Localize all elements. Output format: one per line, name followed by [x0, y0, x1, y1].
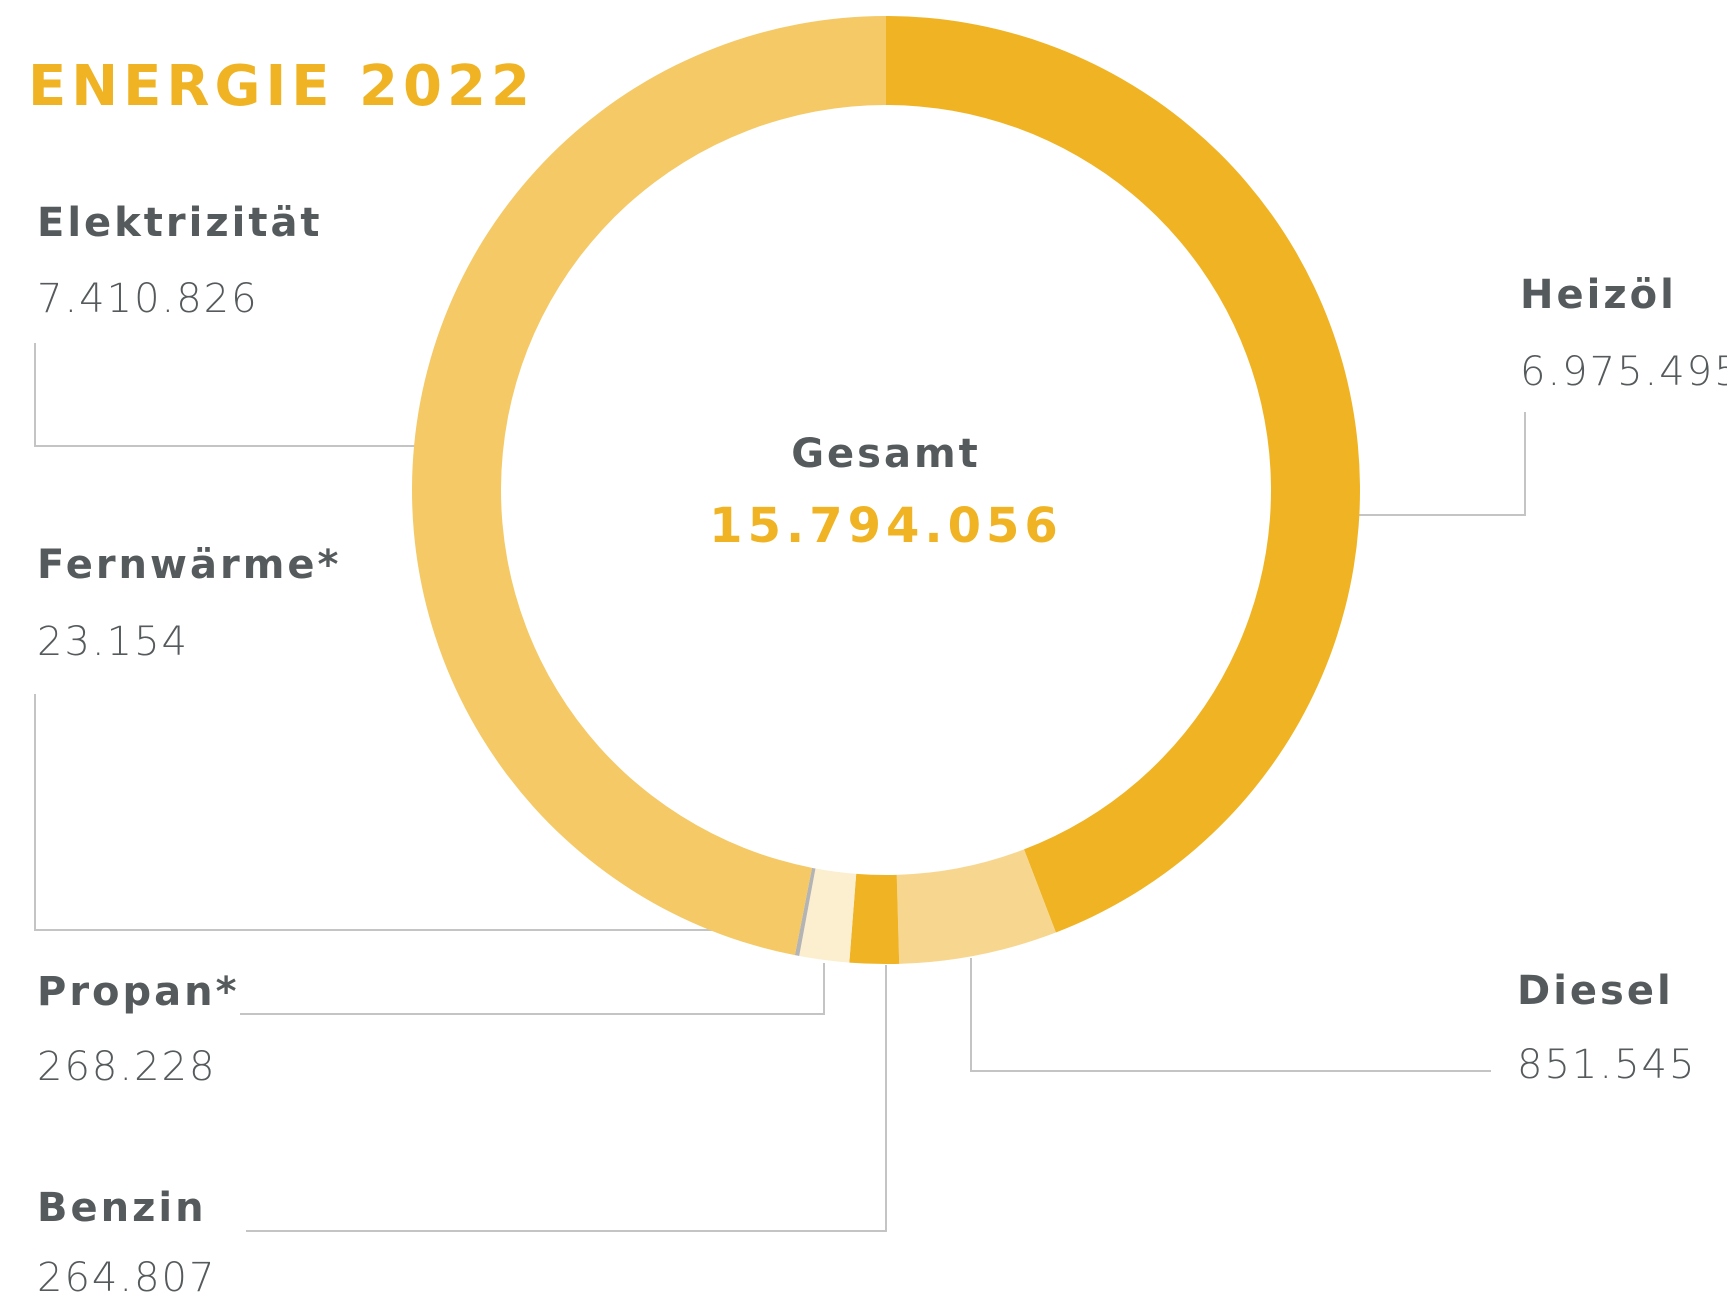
center-label: Gesamt [791, 431, 981, 477]
donut [412, 16, 1360, 965]
leader-line [246, 965, 887, 1232]
chart-title: ENERGIE 2022 [28, 54, 535, 119]
leader-line [34, 343, 415, 447]
leader-line [34, 694, 803, 931]
leader-line [240, 963, 825, 1015]
donut-segment [849, 873, 900, 965]
donut-segment [896, 849, 1056, 964]
leader-line [1343, 412, 1526, 516]
donut-segment [794, 867, 816, 956]
center-value: 15.794.056 [709, 498, 1063, 554]
category-label: Fernwärme* [37, 542, 341, 588]
value-label: 7.410.826 [37, 276, 259, 322]
donut-segment [412, 16, 886, 956]
category-label: Diesel [1517, 968, 1674, 1014]
value-label: 264.807 [37, 1255, 216, 1301]
donut-segment [886, 16, 1360, 933]
category-label: Elektrizität [37, 200, 323, 246]
category-label: Heizöl [1520, 272, 1677, 318]
value-label: 851.545 [1517, 1042, 1696, 1088]
value-label: 23.154 [37, 619, 189, 665]
leader-lines [34, 343, 1526, 1232]
leader-line [970, 958, 1491, 1072]
category-label: Propan* [37, 969, 240, 1015]
donut-segment [799, 868, 857, 963]
value-label: 268.228 [37, 1044, 216, 1090]
value-label: 6.975.495 [1520, 349, 1727, 395]
category-label: Benzin [37, 1185, 207, 1231]
